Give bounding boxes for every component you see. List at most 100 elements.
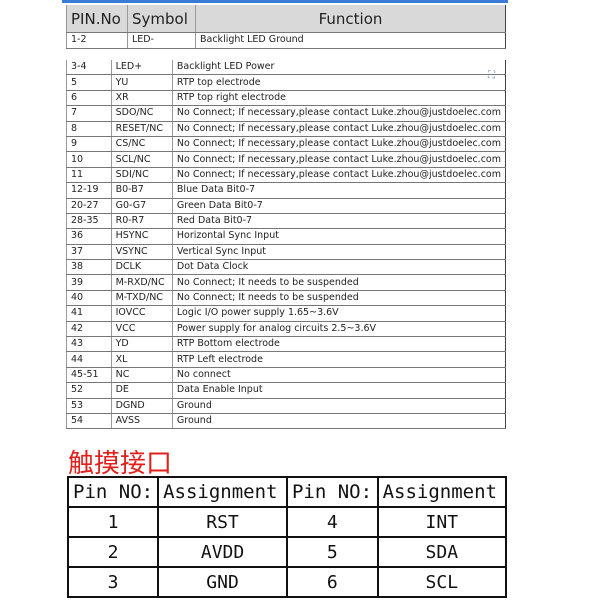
symbol-cell: NC (110, 367, 173, 384)
pin-cell: 53 (66, 398, 112, 414)
pin-table-body: 3-4 LED+ Backlight LED Power 5 YU RTP top ele… (66, 60, 507, 430)
pin-cell: 42 (66, 321, 112, 338)
symbol-cell: SDO/NC (110, 105, 173, 122)
table-row: 41 IOVCC Logic I/O power supply 1.65~3.6V (66, 305, 507, 322)
pin-cell: 54 (66, 413, 112, 430)
symbol-cell: XL (110, 351, 173, 368)
pin-table-head: PIN.No Symbol Function 1-2 LED- Backlight LE… (66, 5, 506, 49)
pin-cell: 3-4 (66, 60, 112, 76)
top-border (62, 0, 508, 3)
pin-no-cell: 2 (66, 536, 160, 568)
pin-cell: 20-27 (66, 198, 112, 214)
assignment-cell: AVDD (157, 536, 288, 568)
table-row: 10 SCL/NC No Connect; If necessary,please … (66, 151, 507, 168)
touch-row: 3 GND 6 SCL (66, 566, 508, 598)
function-cell: Vertical Sync Input (171, 244, 507, 261)
function-cell: Backlight LED Power (171, 60, 507, 76)
touch-row: 1 RST 4 INT (66, 506, 508, 538)
function-cell: Backlight LED Ground (195, 32, 506, 49)
pin-no-cell: 6 (285, 566, 379, 598)
pin-cell: 38 (66, 259, 112, 276)
symbol-cell: HSYNC (110, 228, 173, 245)
function-cell: RTP Left electrode (171, 351, 507, 368)
function-cell: Green Data Bit0-7 (171, 198, 507, 214)
pin-cell: 40 (66, 290, 112, 307)
table-row: 42 VCC Power supply for analog circuits 2.… (66, 321, 507, 338)
pin-cell: 41 (66, 305, 112, 322)
page-gap (62, 50, 510, 59)
function-cell: No Connect; If necessary,please contact … (171, 121, 507, 137)
pin-no-cell: 4 (285, 506, 379, 538)
pin-cell: 45-51 (66, 367, 112, 384)
assignment-cell: RST (157, 506, 288, 538)
pin-cell: 9 (66, 136, 112, 153)
touch-header-cell: Pin NO: (66, 476, 160, 508)
touch-header-cell: Assignment (376, 476, 508, 508)
table-row: 36 HSYNC Horizontal Sync Input (66, 228, 507, 245)
touch-header-cell: Pin NO: (285, 476, 379, 508)
function-cell: Red Data Bit0-7 (171, 213, 507, 230)
table-row: 5 YU RTP top electrode (66, 74, 507, 91)
table-row: 1-2 LED- Backlight LED Ground (66, 32, 506, 49)
table-row: 43 YD RTP Bottom electrode (66, 336, 507, 353)
header-symbol: Symbol (127, 5, 196, 33)
pin-cell: 37 (66, 244, 112, 261)
symbol-cell: LED+ (110, 60, 173, 76)
symbol-cell: YU (110, 74, 173, 91)
table-row: 3-4 LED+ Backlight LED Power (66, 60, 507, 76)
function-cell: No Connect; If necessary,please contact … (171, 136, 507, 153)
function-cell: No Connect; If necessary,please contact … (171, 105, 507, 122)
symbol-cell: DE (110, 382, 173, 399)
pin-cell: 36 (66, 228, 112, 245)
touch-row: 2 AVDD 5 SDA (66, 536, 508, 568)
pin-no-cell: 5 (285, 536, 379, 568)
symbol-cell: CS/NC (110, 136, 173, 153)
symbol-cell: M-TXD/NC (110, 290, 173, 307)
pin-cell: 52 (66, 382, 112, 399)
symbol-cell: G0-G7 (110, 198, 173, 214)
function-cell: Ground (171, 398, 507, 414)
function-cell: Power supply for analog circuits 2.5~3.6… (171, 321, 507, 338)
table-row: 54 AVSS Ground (66, 413, 507, 430)
function-cell: RTP Bottom electrode (171, 336, 507, 353)
assignment-cell: SCL (376, 566, 508, 598)
table-row: 38 DCLK Dot Data Clock (66, 259, 507, 276)
table-row: 6 XR RTP top right electrode (66, 90, 507, 107)
scan-icon[interactable]: ⛶ (488, 70, 495, 81)
touch-table: Pin NO: Assignment Pin NO: Assignment 1 RST 4 I… (66, 476, 508, 598)
table-row: 39 M-RXD/NC No Connect; It needs to be sus… (66, 274, 507, 291)
assignment-cell: GND (157, 566, 288, 598)
header-function: Function (195, 5, 506, 33)
symbol-cell: DCLK (110, 259, 173, 276)
touch-header-row: Pin NO: Assignment Pin NO: Assignment (66, 476, 508, 508)
function-cell: No connect (171, 367, 507, 384)
symbol-cell: M-RXD/NC (110, 274, 173, 291)
function-cell: Data Enable Input (171, 382, 507, 399)
function-cell: Horizontal Sync Input (171, 228, 507, 245)
symbol-cell: VSYNC (110, 244, 173, 261)
function-cell: No Connect; If necessary,please contact … (171, 151, 507, 168)
function-cell: Logic I/O power supply 1.65~3.6V (171, 305, 507, 322)
pin-cell: 10 (66, 151, 112, 168)
function-cell: RTP top right electrode (171, 90, 507, 107)
pin-cell: 5 (66, 74, 112, 91)
symbol-cell: AVSS (110, 413, 173, 430)
pin-cell: 8 (66, 121, 112, 137)
function-cell: No Connect; It needs to be suspended (171, 290, 507, 307)
symbol-cell: LED- (127, 32, 196, 49)
table-row: 45-51 NC No connect (66, 367, 507, 384)
table-row: 20-27 G0-G7 Green Data Bit0-7 (66, 198, 507, 214)
pin-no-cell: 3 (66, 566, 160, 598)
table-row: 53 DGND Ground (66, 398, 507, 414)
symbol-cell: XR (110, 90, 173, 107)
pin-cell: 39 (66, 274, 112, 291)
symbol-cell: IOVCC (110, 305, 173, 322)
symbol-cell: R0-R7 (110, 213, 173, 230)
symbol-cell: DGND (110, 398, 173, 414)
assignment-cell: INT (376, 506, 508, 538)
symbol-cell: SDI/NC (110, 167, 173, 184)
header-pin: PIN.No (66, 5, 128, 33)
pin-cell: 12-19 (66, 182, 112, 199)
pin-cell: 43 (66, 336, 112, 353)
pin-cell: 28-35 (66, 213, 112, 230)
